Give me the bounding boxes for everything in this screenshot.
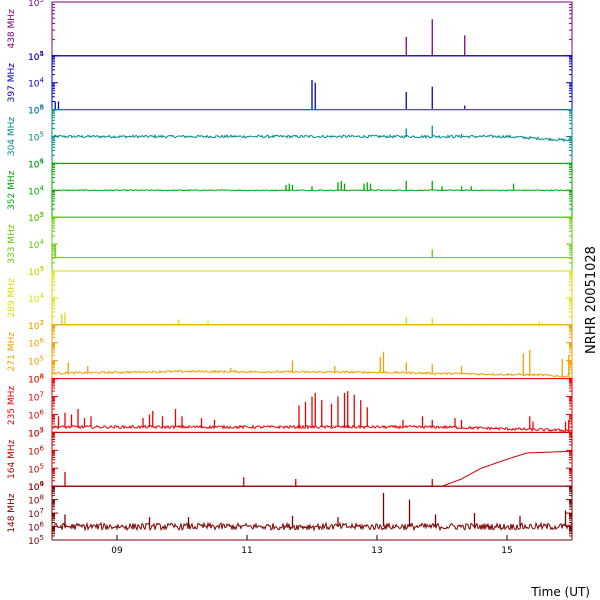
y-tick-label: 105 — [28, 157, 44, 170]
y-tick-label: 105 — [28, 131, 44, 144]
y-tick-label: 103 — [28, 104, 44, 117]
y-tick-label: 108 — [28, 373, 44, 386]
x-tick-label: 13 — [371, 546, 382, 556]
y-tick-label: 104 — [28, 77, 44, 90]
panel-235-mhz: 108 107 106 105 235 MHz — [7, 373, 573, 439]
y-tick-label: 104 — [28, 184, 44, 197]
y-tick-label: 104 — [28, 238, 44, 251]
x-axis-title: Time (UT) — [530, 585, 590, 599]
y-tick-label: 105 — [28, 50, 44, 63]
y-tick-label: 106 — [28, 104, 44, 117]
time-axis: 09 11 13 15 — [111, 535, 513, 556]
y-tick-label: 104 — [28, 157, 44, 170]
y-tick-label: 104 — [28, 373, 44, 386]
flux-trace — [51, 521, 573, 532]
y-tick-label: 106 — [28, 444, 44, 457]
y-tick-label: 108 — [28, 494, 44, 507]
y-tick-label: 105 — [28, 534, 44, 547]
panel-271-mhz: 107 106 105 104 271 MHz — [7, 319, 573, 386]
flux-trace — [52, 450, 573, 487]
x-tick-label: 15 — [501, 546, 512, 556]
panel-frequency-label: 148 MHz — [7, 493, 17, 533]
y-tick-label: 104 — [28, 50, 44, 63]
y-tick-label: 105 — [28, 265, 44, 278]
y-tick-label: 105 — [28, 462, 44, 475]
y-tick-label: 106 — [28, 337, 44, 350]
panel-164-mhz: 107 106 105 104 164 MHz — [7, 426, 573, 493]
panel-frame — [51, 324, 573, 380]
flux-trace — [51, 134, 573, 143]
x-tick-label: 11 — [241, 546, 252, 556]
y-tick-label: 104 — [28, 292, 44, 305]
flux-trace — [51, 369, 573, 379]
panel-frame — [51, 485, 573, 541]
flux-trace — [51, 189, 572, 192]
panel-frame — [51, 216, 573, 272]
panel-frequency-label: 304 MHz — [7, 117, 17, 157]
y-tick-label: 107 — [28, 507, 44, 520]
panel-frequency-label: 352 MHz — [7, 170, 17, 210]
panel-frequency-label: 333 MHz — [7, 224, 17, 264]
y-tick-label: 105 — [28, 211, 44, 224]
y-tick-label: 103 — [28, 265, 44, 278]
panel-frequency-label: 397 MHz — [7, 63, 17, 103]
y-tick-label: 105 — [28, 355, 44, 368]
panel-frequency-label: 235 MHz — [7, 386, 17, 426]
panel-frame — [51, 270, 573, 326]
panel-frame — [51, 1, 573, 57]
y-tick-label: 105 — [28, 0, 44, 9]
y-tick-label: 106 — [28, 408, 44, 421]
panel-frame — [51, 431, 573, 487]
y-tick-label: 106 — [28, 521, 44, 534]
station-date-label: NRHR 20051028 — [584, 246, 599, 354]
panel-frequency-label: 438 MHz — [7, 9, 17, 49]
y-tick-label: 109 — [28, 480, 44, 493]
panel-333-mhz: 105 104 103 333 MHz — [7, 211, 573, 278]
panel-289-mhz: 105 104 103 289 MHz — [7, 265, 573, 332]
y-tick-label: 107 — [28, 391, 44, 404]
y-tick-label: 105 — [28, 426, 44, 439]
y-tick-label: 107 — [28, 319, 44, 332]
panel-frequency-label: 271 MHz — [7, 332, 17, 372]
panel-frequency-label: 164 MHz — [7, 439, 17, 479]
x-tick-label: 09 — [111, 546, 123, 556]
y-tick-label: 103 — [28, 319, 44, 332]
y-tick-label: 103 — [28, 211, 44, 224]
y-tick-label: 104 — [28, 480, 44, 493]
panel-frequency-label: 289 MHz — [7, 278, 17, 318]
y-tick-label: 107 — [28, 426, 44, 439]
flux-trace — [51, 424, 573, 433]
